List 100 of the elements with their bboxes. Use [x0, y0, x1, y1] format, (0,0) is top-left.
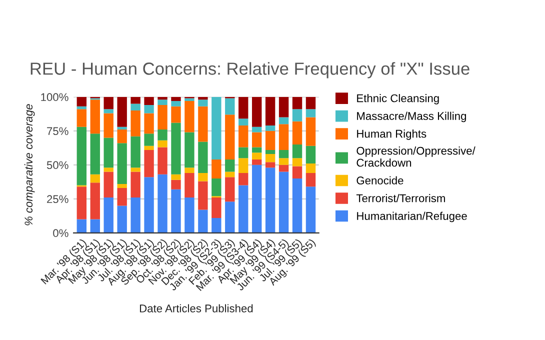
bar — [198, 173, 208, 182]
bar — [238, 173, 248, 186]
bar — [144, 96, 154, 106]
y-tick-label: 25% — [47, 195, 68, 204]
legend-label: Massacre/Mass Killing — [357, 112, 466, 122]
bar — [198, 142, 208, 174]
bar — [184, 98, 194, 101]
bar — [158, 105, 168, 130]
bar — [212, 218, 222, 233]
bar — [225, 98, 235, 115]
bar — [292, 121, 302, 144]
bar — [184, 173, 194, 198]
bar — [158, 147, 168, 174]
bar — [212, 178, 222, 196]
bar — [158, 96, 168, 100]
bar — [238, 147, 248, 158]
y-tick-label: 50% — [46, 161, 68, 170]
bar — [225, 202, 235, 233]
bar — [265, 154, 276, 162]
bar — [171, 122, 181, 174]
bar — [130, 104, 140, 110]
y-tick-label: 0% — [53, 229, 68, 238]
bar — [225, 177, 235, 202]
bar — [184, 100, 194, 132]
bar — [278, 172, 289, 233]
bar — [198, 106, 208, 142]
bar — [158, 140, 168, 148]
bar — [198, 210, 208, 233]
bar — [292, 166, 302, 178]
bar — [198, 96, 208, 100]
bar — [238, 118, 248, 126]
chart-title: REU - Human Concerns: Relative Frequency of "X" Issue — [30, 62, 470, 78]
bar — [130, 136, 140, 168]
bar — [104, 109, 114, 114]
bar — [225, 159, 235, 172]
legend-label: Human Rights — [357, 130, 426, 140]
bar — [171, 189, 181, 233]
bar — [265, 168, 276, 233]
bar — [306, 164, 316, 174]
bar — [90, 174, 100, 183]
bar — [306, 109, 316, 118]
bar — [265, 150, 276, 154]
bar — [265, 162, 276, 168]
bar — [252, 159, 262, 165]
bar — [292, 96, 302, 110]
bar — [117, 184, 127, 188]
bar — [144, 134, 154, 146]
legend-label: Oppression/Oppressive/ Crackdown — [356, 146, 476, 167]
bar — [171, 174, 181, 180]
bar — [292, 158, 302, 166]
bar — [212, 159, 222, 178]
bar — [306, 173, 316, 187]
bar — [144, 105, 154, 114]
legend-label: Genocide — [356, 176, 404, 184]
bar — [104, 168, 114, 172]
bar — [144, 150, 154, 178]
bar — [278, 150, 289, 158]
bar — [117, 130, 127, 144]
bar — [144, 113, 154, 134]
bar — [171, 96, 181, 101]
bar — [104, 198, 114, 233]
bar — [278, 117, 289, 124]
bar — [225, 172, 235, 178]
bar — [171, 106, 181, 123]
bar — [130, 96, 140, 104]
bar — [76, 106, 87, 110]
bar — [104, 96, 114, 110]
bar — [306, 117, 316, 146]
bar — [117, 188, 127, 206]
bar — [90, 134, 100, 174]
bar — [278, 158, 289, 165]
legend-label: Terrorist/Terrorism — [356, 194, 445, 202]
bar — [278, 124, 289, 150]
bar — [238, 158, 248, 174]
bar — [238, 185, 248, 233]
bar — [104, 138, 114, 168]
bar — [292, 144, 302, 158]
bar — [265, 130, 276, 150]
bar — [117, 126, 127, 130]
legend-label: Humanitarian/Refugee — [357, 212, 467, 222]
bar — [278, 164, 289, 172]
bar — [117, 206, 127, 233]
x-axis-title: Date Articles Published — [140, 304, 253, 312]
bar — [252, 132, 262, 148]
bar — [130, 172, 140, 198]
bar — [278, 96, 289, 118]
bar — [117, 96, 127, 127]
bar — [238, 96, 248, 119]
bar — [292, 178, 302, 233]
bar — [198, 100, 208, 106]
bar — [306, 96, 316, 110]
bar — [158, 174, 168, 233]
bar — [130, 110, 140, 136]
bar — [292, 109, 302, 122]
bar — [252, 152, 262, 160]
bar — [104, 172, 114, 198]
bar — [90, 182, 100, 220]
bar — [158, 130, 168, 140]
bar — [171, 180, 181, 190]
y-tick-label: 75% — [47, 127, 68, 136]
